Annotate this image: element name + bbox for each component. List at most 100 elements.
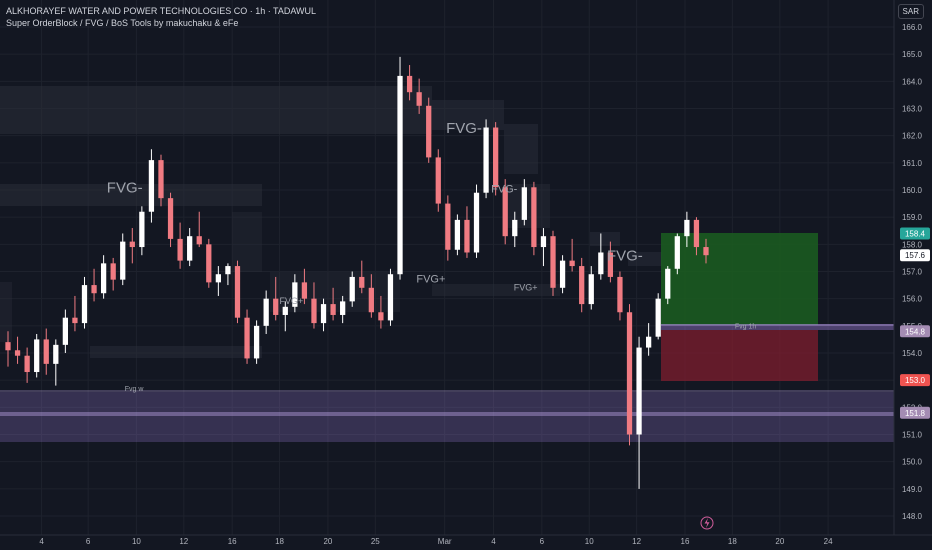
candle-body <box>225 266 231 275</box>
candle-body <box>292 282 298 307</box>
price-tick-label: 163.0 <box>902 105 923 114</box>
price-tick-label: 148.0 <box>902 512 923 521</box>
candle-body <box>397 75 403 275</box>
zone-box <box>661 233 818 325</box>
candle-body <box>234 266 241 318</box>
time-tick-label: 16 <box>228 537 237 546</box>
candle-body <box>588 274 594 305</box>
time-tick-label: 12 <box>179 537 188 546</box>
candle-body <box>244 317 250 359</box>
candle-body <box>72 317 78 324</box>
candle-body <box>129 241 135 248</box>
candle-body <box>110 263 116 280</box>
time-tick-label: 24 <box>824 537 833 546</box>
candle-body <box>34 339 40 373</box>
candle-body <box>387 274 394 321</box>
candle-body <box>187 236 193 261</box>
zone-box <box>661 324 894 330</box>
candle-body <box>5 342 11 351</box>
zone-box <box>504 124 538 174</box>
candle-body <box>502 187 508 237</box>
zone-box <box>0 282 12 342</box>
price-tick-label: 162.0 <box>902 132 923 141</box>
price-tick-label: 164.0 <box>902 77 923 86</box>
candle-body <box>416 92 422 106</box>
candle-body <box>636 347 642 435</box>
zone-box <box>432 284 560 296</box>
lightning-icon[interactable] <box>700 516 714 530</box>
candle-body <box>139 211 145 248</box>
candle-body <box>53 344 59 364</box>
price-label-box <box>900 227 930 240</box>
time-tick-label: 20 <box>775 537 784 546</box>
fvg-label: FVG- <box>491 184 518 196</box>
fvg-label: FVG+ <box>280 296 304 306</box>
price-tick-label: 151.0 <box>902 431 923 440</box>
candle-body <box>253 325 260 359</box>
price-tick-label: 150.0 <box>902 458 923 467</box>
price-label: 158.4 <box>905 229 926 238</box>
price-tick-label: 157.0 <box>902 268 923 277</box>
time-axis[interactable]: 4 6 10 12 16 18 20 25 Mar 4 6 10 12 16 18 20 24 <box>39 537 833 546</box>
time-tick-label: 18 <box>275 537 284 546</box>
zone-box <box>590 232 620 246</box>
candle-body <box>196 236 202 245</box>
candle-body <box>646 336 652 348</box>
candle-body <box>493 127 499 188</box>
zone-box <box>90 346 262 358</box>
candle-body <box>167 198 174 239</box>
fvg-label: FVG+ <box>416 273 445 285</box>
candle-body <box>512 219 518 237</box>
time-tick-label: 20 <box>323 537 332 546</box>
candle-body <box>282 306 288 315</box>
currency-button[interactable]: SAR <box>897 4 924 19</box>
candle-body <box>340 301 346 315</box>
candle-body <box>368 287 374 313</box>
time-tick-label: 6 <box>540 537 545 546</box>
candle-body <box>483 127 489 193</box>
candle-body <box>454 219 461 250</box>
candle-body <box>24 355 30 373</box>
candle-body <box>435 157 441 204</box>
candle-body <box>62 317 68 345</box>
price-label-box <box>900 406 930 419</box>
candle-body <box>473 192 480 253</box>
fvg-label: Fvg 1h <box>735 324 757 331</box>
candle-body <box>177 238 183 261</box>
candle-body <box>426 105 432 158</box>
time-tick-label: 4 <box>491 537 496 546</box>
candle-body <box>569 260 575 267</box>
candle-body <box>579 266 585 305</box>
candle-body <box>206 244 212 283</box>
price-tick-label: 158.0 <box>902 240 923 249</box>
candle-body <box>626 312 633 435</box>
candle-body <box>148 160 155 212</box>
candle-body <box>81 285 88 324</box>
candle-body <box>330 304 336 315</box>
price-tick-label: 154.0 <box>902 349 923 358</box>
zone-box <box>504 184 550 228</box>
candle-body <box>406 75 413 93</box>
price-label-box <box>900 325 930 338</box>
candle-body <box>120 241 126 280</box>
candle-body <box>540 236 547 248</box>
fvg-label: FVG- <box>607 248 643 265</box>
zone-box <box>0 412 894 416</box>
price-label: 151.8 <box>905 409 926 418</box>
candle-body <box>349 276 355 302</box>
candle-body <box>311 298 317 324</box>
candle-body <box>91 285 97 294</box>
candle-body <box>521 187 527 220</box>
price-label-box <box>900 249 930 262</box>
zone-box <box>432 100 504 130</box>
candle-body <box>665 268 671 299</box>
time-tick-label: 12 <box>632 537 641 546</box>
candle-body <box>598 252 604 275</box>
fvg-labels-layer: FVG- FVG- FVG- FVG- FVG+ FVG+ FVG+ Fvg 1h Fvg w <box>107 120 757 393</box>
price-label: 153.0 <box>905 376 926 385</box>
time-tick-label: 4 <box>39 537 44 546</box>
candle-body <box>559 260 566 288</box>
fvg-label: FVG- <box>107 180 143 197</box>
candle-body <box>617 276 623 313</box>
